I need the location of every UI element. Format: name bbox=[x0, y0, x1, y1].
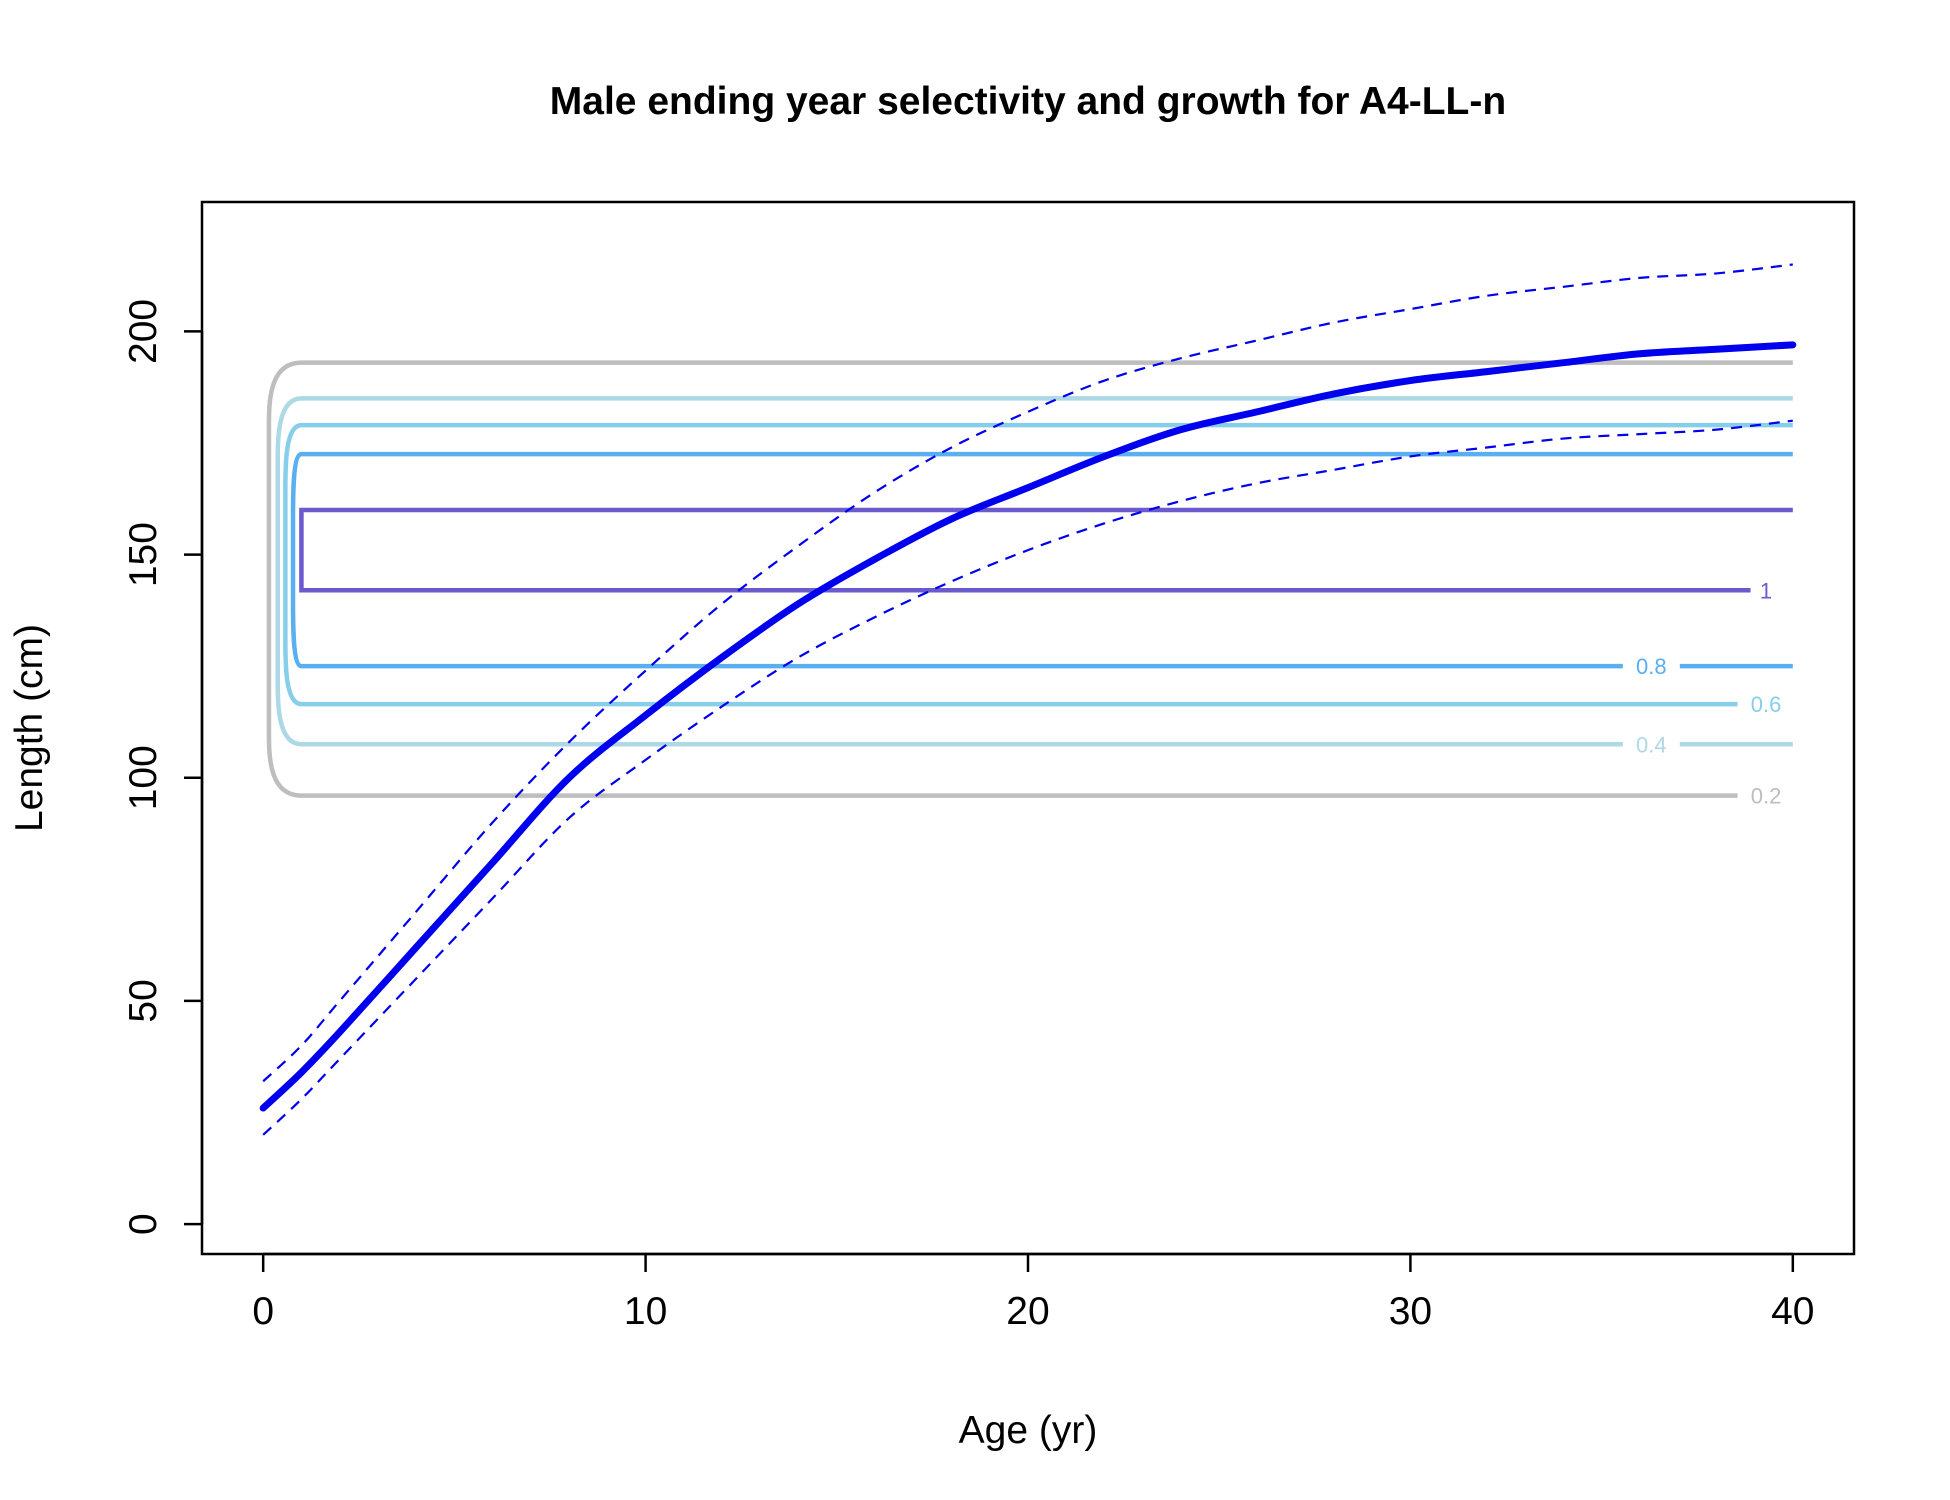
y-axis: 0 50 100 150 200 bbox=[122, 299, 204, 1235]
x-tick-label: 40 bbox=[1771, 1290, 1814, 1333]
contour-label: 1 bbox=[1760, 578, 1772, 603]
x-axis: 0 10 20 30 40 bbox=[252, 1252, 1815, 1333]
y-tick-label: 150 bbox=[122, 522, 165, 587]
growth-lower-line bbox=[262, 419, 1793, 1136]
contour-label: 0.8 bbox=[1636, 654, 1667, 679]
contour-0-4-line bbox=[275, 396, 1793, 747]
contour-label: 0.2 bbox=[1751, 784, 1782, 809]
y-tick-label: 0 bbox=[122, 1213, 165, 1235]
x-tick-label: 10 bbox=[624, 1290, 667, 1333]
selectivity-contours: 0.2 0.4 0.6 0.8 1 bbox=[266, 360, 1793, 809]
x-tick-label: 0 bbox=[252, 1290, 274, 1333]
growth-curves bbox=[259, 263, 1797, 1136]
x-axis-label: Age (yr) bbox=[959, 1409, 1098, 1452]
contour-1-line bbox=[299, 507, 1793, 593]
y-tick-label: 100 bbox=[122, 745, 165, 810]
y-axis-label: Length (cm) bbox=[8, 624, 51, 832]
contour-0-8-line bbox=[290, 451, 1793, 669]
x-tick-label: 20 bbox=[1006, 1290, 1049, 1333]
x-tick-label: 30 bbox=[1389, 1290, 1432, 1333]
contour-0-6-line bbox=[283, 422, 1793, 707]
chart-title: Male ending year selectivity and growth … bbox=[550, 80, 1506, 123]
contour-label: 0.4 bbox=[1636, 732, 1667, 757]
growth-mean-line bbox=[259, 341, 1797, 1112]
contour-label: 0.6 bbox=[1751, 692, 1782, 717]
growth-upper-line bbox=[262, 263, 1793, 1083]
contour-0-2-line bbox=[266, 360, 1793, 798]
y-tick-label: 50 bbox=[122, 979, 165, 1022]
y-tick-label: 200 bbox=[122, 299, 165, 364]
